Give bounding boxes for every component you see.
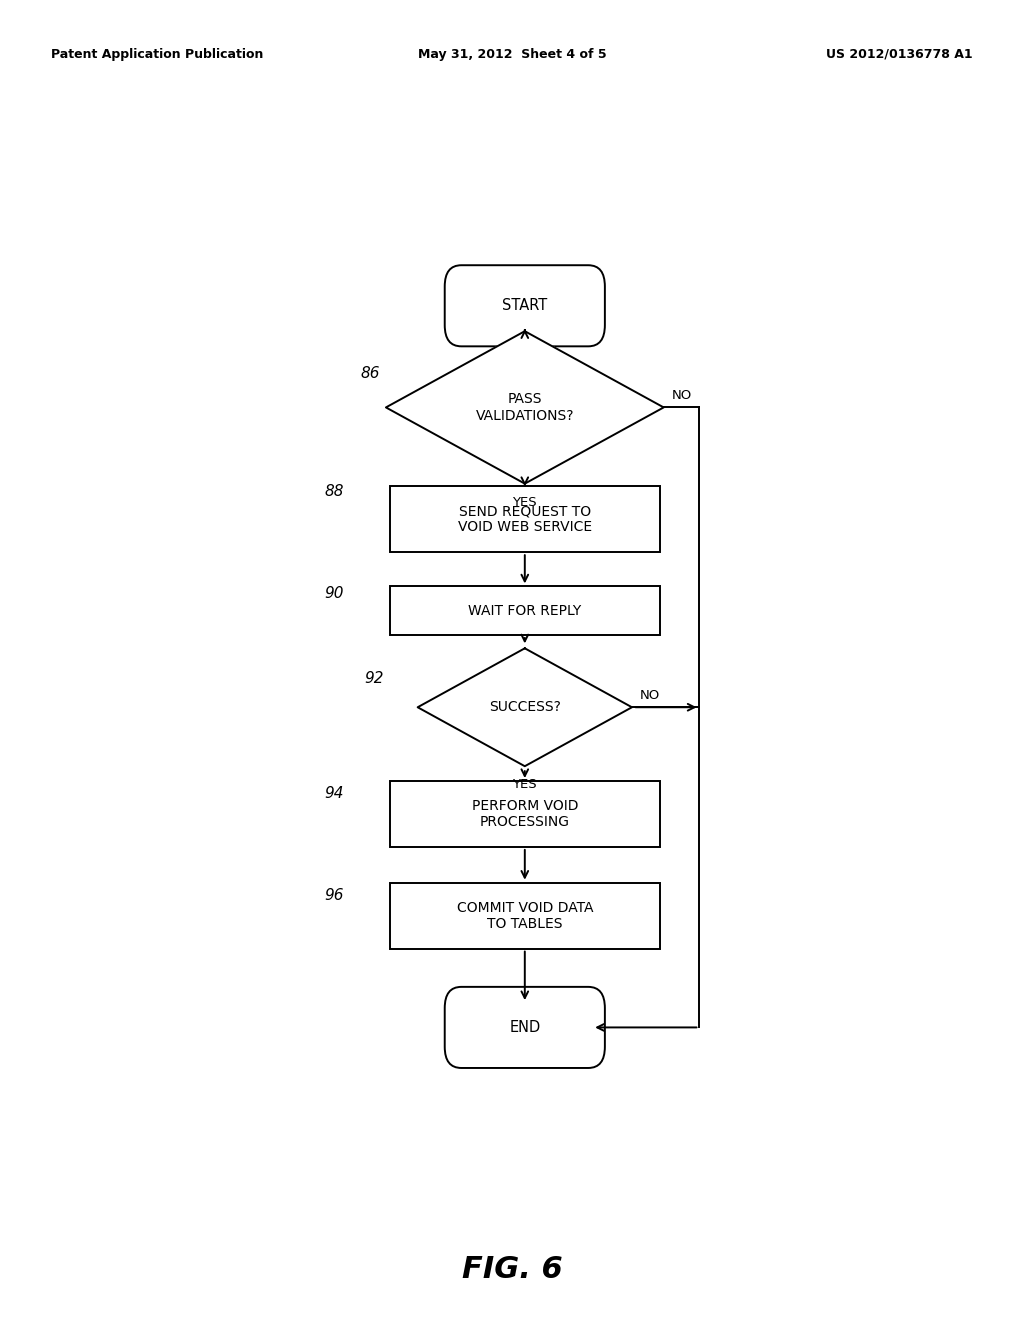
Text: US 2012/0136778 A1: US 2012/0136778 A1: [826, 48, 973, 61]
Text: PERFORM VOID
PROCESSING: PERFORM VOID PROCESSING: [471, 799, 579, 829]
Bar: [390, 586, 659, 635]
Text: NO: NO: [672, 388, 692, 401]
Text: END: END: [509, 1020, 541, 1035]
Text: YES: YES: [512, 496, 538, 508]
Bar: [390, 883, 659, 949]
Text: SUCCESS?: SUCCESS?: [488, 700, 561, 714]
Polygon shape: [386, 331, 664, 483]
FancyBboxPatch shape: [444, 265, 605, 346]
Text: START: START: [502, 298, 548, 313]
Bar: [390, 781, 659, 847]
Polygon shape: [418, 648, 632, 766]
Text: 90: 90: [325, 586, 344, 601]
Text: PASS
VALIDATIONS?: PASS VALIDATIONS?: [475, 392, 574, 422]
Text: 88: 88: [325, 484, 344, 499]
Text: Patent Application Publication: Patent Application Publication: [51, 48, 263, 61]
FancyBboxPatch shape: [444, 987, 605, 1068]
Text: COMMIT VOID DATA
TO TABLES: COMMIT VOID DATA TO TABLES: [457, 900, 593, 931]
Text: 94: 94: [325, 787, 344, 801]
Bar: [390, 486, 659, 552]
Text: 96: 96: [325, 888, 344, 903]
Text: WAIT FOR REPLY: WAIT FOR REPLY: [468, 603, 582, 618]
Text: May 31, 2012  Sheet 4 of 5: May 31, 2012 Sheet 4 of 5: [418, 48, 606, 61]
Text: YES: YES: [512, 779, 538, 792]
Text: FIG. 6: FIG. 6: [462, 1255, 562, 1284]
Text: SEND REQUEST TO
VOID WEB SERVICE: SEND REQUEST TO VOID WEB SERVICE: [458, 504, 592, 535]
Text: NO: NO: [640, 689, 660, 701]
Text: 92: 92: [365, 672, 384, 686]
Text: 86: 86: [360, 367, 380, 381]
